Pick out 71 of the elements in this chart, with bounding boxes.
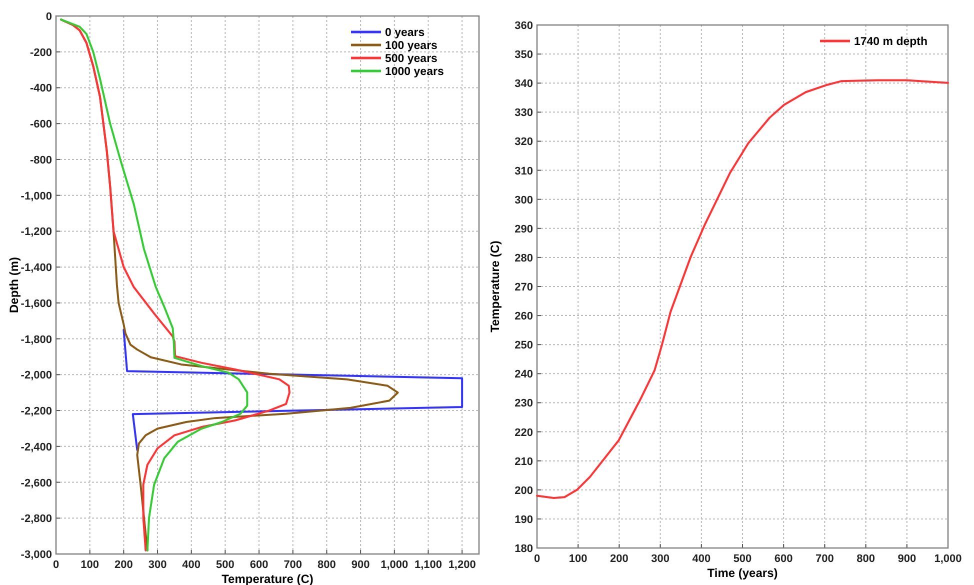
y-tick-label: 290 (514, 223, 533, 236)
x-tick-label: 0 (534, 553, 540, 565)
x-tick-label: 100 (80, 559, 100, 571)
y-tick-label: 200 (514, 484, 533, 497)
x-tick-label: 0 (52, 559, 60, 571)
y-tick-label: -2,800 (20, 513, 52, 526)
legend-label: 500 years (385, 53, 438, 65)
x-tick-label: 700 (284, 559, 302, 571)
y-tick-label: 300 (514, 194, 533, 206)
x-tick-label: 600 (250, 559, 268, 571)
y-tick-label: -200 (30, 46, 52, 59)
y-tick-label: 190 (514, 514, 533, 526)
y-tick-label: -2,000 (20, 370, 52, 382)
x-tick-label: 900 (898, 553, 916, 565)
y-tick-label: -1,400 (20, 262, 52, 274)
y-axis-title: Temperature (C) (488, 240, 502, 332)
x-tick-label: 300 (651, 553, 670, 565)
y-tick-label: -2,200 (20, 406, 52, 418)
x-axis-title: Time (years) (707, 566, 778, 580)
y-tick-label: 340 (514, 78, 533, 90)
x-tick-label: 400 (692, 553, 711, 565)
x-tick-label: 200 (114, 559, 133, 571)
x-tick-label: 800 (318, 559, 336, 571)
x-tick-label: 300 (148, 559, 167, 571)
x-tick-label: 400 (182, 559, 201, 571)
x-tick-label: 500 (733, 553, 752, 565)
legend-label: 1740 m depth (854, 36, 928, 48)
x-tick-label: 1,200 (448, 559, 476, 571)
x-tick-label: 800 (856, 553, 875, 565)
y-tick-label: 250 (514, 340, 533, 352)
y-tick-label: -2,600 (20, 477, 52, 490)
y-tick-label: -1,000 (20, 190, 52, 202)
y-tick-label: 270 (514, 282, 533, 294)
y-tick-label: 240 (514, 368, 533, 381)
x-tick-label: 600 (774, 553, 793, 565)
y-tick-label: 230 (514, 398, 533, 410)
x-tick-label: 500 (216, 559, 234, 571)
y-axis-title: Depth (m) (7, 257, 21, 313)
x-tick-label: 1,100 (414, 559, 442, 571)
y-tick-label: -800 (30, 154, 52, 166)
line-series (60, 18, 290, 552)
y-tick-label: 0 (46, 11, 52, 23)
y-tick-label: 280 (514, 252, 533, 264)
x-tick-label: 100 (568, 553, 588, 565)
y-tick-label: 310 (514, 165, 533, 178)
y-tick-label: -1,600 (20, 298, 52, 310)
legend-label: 0 years (385, 27, 425, 39)
y-tick-label: -1,800 (20, 334, 52, 346)
y-tick-label: 260 (514, 310, 533, 323)
x-tick-label: 700 (816, 553, 834, 565)
y-tick-label: 360 (514, 20, 533, 32)
legend-label: 100 years (385, 40, 438, 52)
y-tick-label: -2,400 (20, 441, 52, 454)
y-tick-label: 210 (514, 456, 533, 468)
y-tick-label: 320 (514, 136, 533, 148)
y-tick-label: -1,200 (20, 226, 52, 238)
line-series (122, 328, 464, 451)
y-tick-label: -600 (30, 118, 52, 131)
line-series (60, 18, 248, 552)
x-tick-label: 900 (351, 559, 370, 571)
y-tick-label: 180 (514, 543, 533, 555)
x-tick-label: 200 (610, 553, 628, 565)
x-tick-label: 1,000 (380, 559, 408, 571)
legend-label: 1000 years (385, 66, 444, 78)
line-series (536, 79, 949, 500)
x-tick-label: 1,000 (934, 553, 962, 565)
y-tick-label: -3,000 (20, 549, 52, 561)
y-tick-label: 220 (514, 426, 533, 439)
y-tick-label: 330 (514, 107, 533, 120)
y-tick-label: 350 (514, 49, 533, 62)
y-tick-label: -400 (30, 82, 52, 95)
